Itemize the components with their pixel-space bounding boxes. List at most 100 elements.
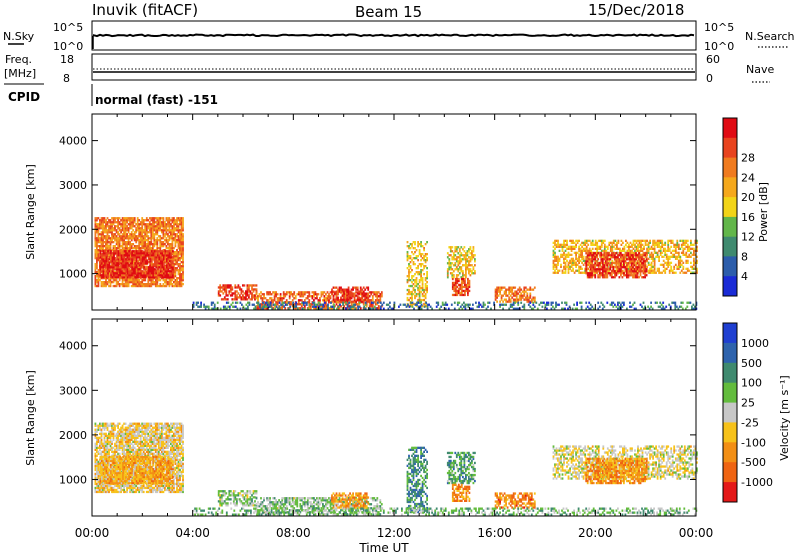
- heatmap-cell: [500, 294, 503, 297]
- heatmap-cell: [627, 270, 630, 273]
- heatmap-cell: [147, 235, 150, 238]
- heatmap-cell: [141, 229, 144, 232]
- heatmap-cell: [100, 239, 103, 242]
- heatmap-cell: [457, 291, 460, 295]
- heatmap-cell: [138, 256, 141, 259]
- heatmap-cell: [219, 307, 222, 310]
- heatmap-cell: [167, 258, 170, 261]
- heatmap-cell: [614, 254, 616, 257]
- heatmap-cell: [96, 257, 98, 260]
- heatmap-cell: [623, 274, 625, 277]
- heatmap-cell: [680, 239, 683, 242]
- heatmap-cell: [167, 268, 170, 271]
- heatmap-cell: [229, 294, 232, 297]
- heatmap-cell: [123, 284, 125, 288]
- heatmap-cell: [638, 276, 640, 279]
- heatmap-cell: [102, 284, 104, 288]
- heatmap-cell: [174, 257, 177, 260]
- heatmap-cell: [414, 288, 416, 292]
- heatmap-cell: [520, 294, 523, 297]
- heatmap-cell: [368, 295, 371, 298]
- heatmap-cell: [299, 307, 302, 310]
- heatmap-cell: [207, 305, 210, 308]
- heatmap-cell: [533, 300, 536, 303]
- heatmap-cell: [219, 294, 222, 297]
- heatmap-cell: [96, 271, 98, 274]
- heatmap-cell: [584, 243, 587, 246]
- heatmap-cell: [163, 276, 165, 279]
- heatmap-cell: [585, 249, 588, 252]
- heatmap-cell: [653, 259, 656, 262]
- heatmap-cell: [452, 256, 455, 259]
- heatmap-cell: [584, 249, 587, 252]
- heatmap-cell: [603, 245, 606, 248]
- heatmap-cell: [126, 270, 129, 273]
- heatmap-cell: [658, 239, 660, 242]
- heatmap-cell: [532, 298, 535, 301]
- heatmap-cell: [165, 219, 168, 222]
- heatmap-cell: [563, 243, 565, 246]
- heatmap-cell: [164, 258, 167, 261]
- heatmap-cell: [171, 229, 174, 232]
- heatmap-cell: [174, 245, 177, 248]
- heatmap-cell: [126, 284, 128, 288]
- heatmap-cell: [576, 239, 579, 242]
- heatmap-cell: [594, 276, 597, 279]
- heatmap-cell: [639, 274, 642, 277]
- heatmap-cell: [415, 271, 418, 274]
- heatmap-cell: [638, 252, 640, 255]
- heatmap-cell: [229, 286, 232, 289]
- heatmap-cell: [600, 256, 603, 259]
- heatmap-cell: [105, 247, 107, 250]
- heatmap-cell: [240, 290, 243, 293]
- heatmap-cell: [303, 293, 306, 296]
- heatmap-cell: [144, 233, 147, 236]
- heatmap-cell: [160, 262, 162, 265]
- heatmap-cell: [116, 262, 118, 265]
- heatmap-cell: [176, 241, 178, 244]
- heatmap-cell: [179, 263, 181, 266]
- heatmap-cell: [261, 297, 264, 300]
- heatmap-cell: [623, 272, 625, 275]
- heatmap-cell: [147, 245, 150, 248]
- heatmap-cell: [633, 264, 636, 267]
- heatmap-cell: [128, 250, 130, 253]
- heatmap-cell: [152, 276, 155, 279]
- heatmap-cell: [154, 217, 157, 220]
- heatmap-cell: [224, 305, 227, 308]
- heatmap-cell: [117, 274, 120, 277]
- heatmap-cell: [120, 239, 122, 242]
- heatmap-cell: [645, 260, 648, 263]
- heatmap-cell: [635, 258, 637, 261]
- heatmap-cell: [306, 295, 309, 298]
- heatmap-cell: [172, 250, 174, 253]
- heatmap-cell: [649, 263, 651, 266]
- heatmap-cell: [344, 295, 347, 298]
- heatmap-cell: [137, 276, 140, 279]
- heatmap-cell: [102, 283, 104, 286]
- heatmap-cell: [120, 237, 122, 240]
- heatmap-cell: [343, 296, 345, 299]
- heatmap-cell: [174, 229, 177, 232]
- heatmap-cell: [229, 284, 232, 287]
- heatmap-cell: [102, 233, 104, 236]
- heatmap-cell: [453, 283, 456, 287]
- heatmap-cell: [257, 295, 259, 298]
- heatmap-cell: [682, 243, 685, 246]
- heatmap-cell: [685, 241, 688, 244]
- heatmap-cell: [634, 245, 636, 248]
- heatmap-cell: [585, 268, 588, 271]
- heatmap-cell: [249, 290, 252, 293]
- heatmap-cell: [588, 239, 591, 242]
- heatmap-cell: [679, 247, 682, 250]
- heatmap-cell: [694, 261, 697, 264]
- heatmap-cell: [174, 279, 177, 282]
- heatmap-cell: [176, 223, 178, 226]
- heatmap-cell: [601, 266, 604, 269]
- heatmap-cell: [355, 288, 357, 291]
- heatmap-cell: [113, 272, 115, 275]
- heatmap-cell: [166, 262, 168, 265]
- heatmap-cell: [466, 266, 469, 269]
- heatmap-cell: [173, 223, 175, 226]
